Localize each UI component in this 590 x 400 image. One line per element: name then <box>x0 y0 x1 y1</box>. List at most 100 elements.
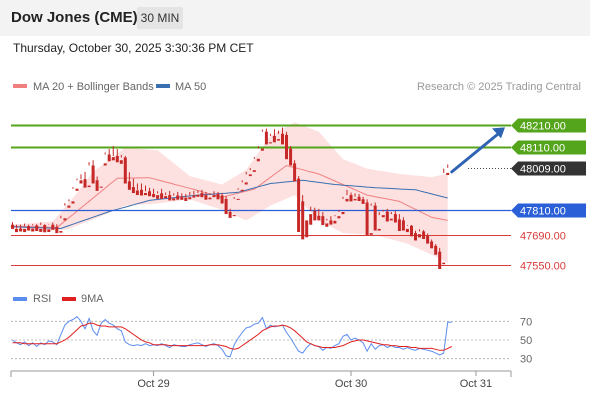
candle-body <box>152 194 156 198</box>
candle-body <box>285 134 288 160</box>
candle-body <box>373 205 377 231</box>
rsi-tick-label: 30 <box>520 354 532 366</box>
level-pivot-3-tag <box>511 203 586 218</box>
candle-body <box>264 131 268 145</box>
candle-body <box>135 190 139 195</box>
moving-averages <box>12 164 448 230</box>
candle-body <box>119 160 123 164</box>
level-resistance-0-tag <box>511 118 586 133</box>
candle-body <box>232 215 236 217</box>
candle-body <box>204 195 208 200</box>
rsi-ma-legend-swatch <box>62 297 76 301</box>
candle-body <box>293 163 297 182</box>
level-support-5-label: 47550.00 <box>520 261 566 273</box>
rsi-legend: RSI 9MA <box>13 293 104 305</box>
rsi-legend-label: RSI <box>33 293 51 305</box>
candle-body <box>381 215 385 218</box>
candle-body <box>148 191 151 197</box>
candle-body <box>240 189 244 192</box>
candle-body <box>277 139 280 141</box>
candle-body <box>309 214 313 225</box>
x-axis: Oct 29 Oct 30 Oct 31 <box>10 370 512 390</box>
candle-body <box>91 165 95 184</box>
candle-body <box>289 148 293 166</box>
candle-body <box>75 188 79 191</box>
candle-body <box>43 225 47 233</box>
candle-body <box>11 224 14 229</box>
x-tick-label: Oct 29 <box>137 378 169 390</box>
candle-body <box>434 245 438 255</box>
candle-body <box>365 202 369 236</box>
candle-body <box>39 228 43 232</box>
candle-body <box>446 172 450 175</box>
candle-body <box>111 157 115 161</box>
candle-body <box>212 195 216 198</box>
candle-body <box>389 218 393 221</box>
candle-body <box>63 218 67 221</box>
candle-body <box>71 201 75 204</box>
candle-body <box>156 195 160 199</box>
candle-body <box>131 187 135 193</box>
target-arrow <box>450 127 505 174</box>
rsi-ma-legend-label: 9MA <box>81 293 104 305</box>
instrument-title: Dow Jones (CME) <box>11 9 138 26</box>
candle-body <box>87 185 91 188</box>
candle-body <box>164 196 168 199</box>
level-resistance-0-label: 48210.00 <box>520 121 566 133</box>
target-arrow-shaft <box>450 130 502 174</box>
candle-body <box>200 193 204 198</box>
candle-body <box>422 231 426 239</box>
candle-body <box>140 189 143 196</box>
ma20-legend-label: MA 20 + Bollinger Bands <box>33 81 154 93</box>
level-pivot-3-label: 47810.00 <box>520 206 566 218</box>
candle-body <box>127 181 131 190</box>
ma50-line <box>12 179 448 230</box>
ma20-legend-swatch <box>13 84 27 88</box>
target-arrow-head <box>492 127 505 139</box>
chart-timestamp: Thursday, October 30, 2025 3:30:36 PM CE… <box>13 41 254 55</box>
candle-body <box>297 178 301 232</box>
candle-body <box>47 229 51 232</box>
candle-body <box>144 193 147 196</box>
candle-body <box>442 262 446 265</box>
candle-body <box>168 195 172 201</box>
candle-body <box>67 205 71 208</box>
rsi-tick-label: 50 <box>520 335 532 347</box>
price-levels <box>11 124 511 266</box>
candle-body <box>353 198 357 201</box>
rsi-line <box>12 316 452 358</box>
level-labels: 48210.00 48110.00 48009.00 47810.00 47690.00… <box>511 118 586 273</box>
candle-body <box>268 142 272 144</box>
candle-body <box>15 228 18 233</box>
candle-body <box>357 196 361 201</box>
candle-body <box>55 226 59 234</box>
candle-body <box>305 220 309 238</box>
candle-body <box>115 156 119 163</box>
candle-body <box>272 136 276 143</box>
timeframe-badge[interactable]: 30 MIN <box>137 7 183 29</box>
x-tick-label: Oct 31 <box>460 378 492 390</box>
level-resistance-1-label: 48110.00 <box>520 143 565 155</box>
candle-body <box>59 231 63 233</box>
rsi-panel: 70 50 30 <box>11 316 532 366</box>
copyright-text: Research © 2025 Trading Central <box>417 81 581 93</box>
candle-body <box>208 197 212 200</box>
candle-body <box>405 228 409 233</box>
candle-body <box>393 214 397 223</box>
candle-body <box>192 195 196 198</box>
candle-body <box>313 210 317 221</box>
candle-body <box>23 228 27 233</box>
candle-body <box>27 226 31 231</box>
candle-body <box>385 211 389 222</box>
candle-body <box>35 225 39 231</box>
candle-body <box>361 199 365 204</box>
candle-body <box>410 225 413 237</box>
candle-body <box>256 158 260 162</box>
chart-legend: MA 20 + Bollinger Bands MA 50 <box>13 81 206 93</box>
candle-body <box>19 228 23 232</box>
candle-body <box>317 215 321 221</box>
candle-body <box>224 198 228 215</box>
level-support-4-label: 47690.00 <box>520 231 566 243</box>
candle-body <box>321 216 325 226</box>
candle-body <box>228 212 232 218</box>
